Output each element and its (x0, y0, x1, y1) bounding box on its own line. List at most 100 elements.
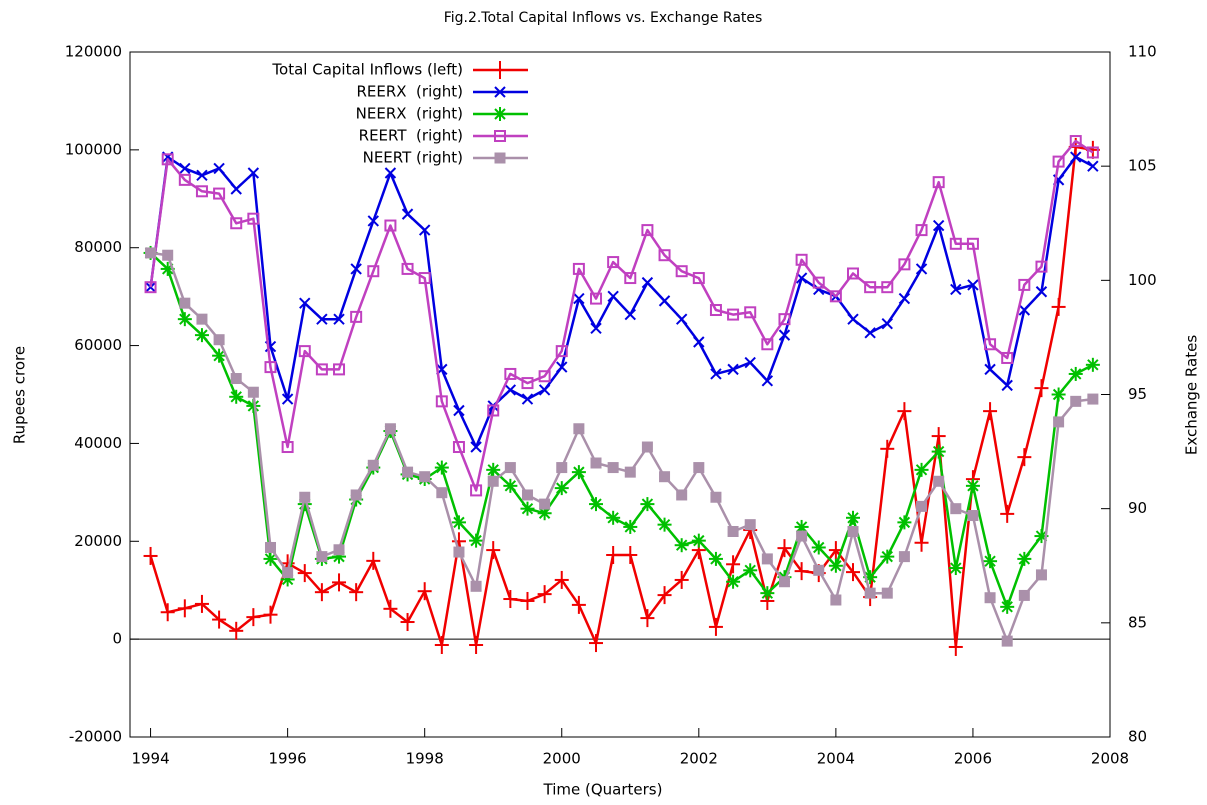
marker-stroke (675, 539, 688, 551)
marker-stroke (1001, 379, 1013, 392)
point-marker (145, 247, 157, 259)
marker-shape (555, 345, 568, 358)
point-marker (606, 510, 621, 525)
marker-shape (402, 466, 414, 478)
point-marker (401, 262, 414, 275)
point-marker (1000, 504, 1015, 523)
marker-shape (1070, 395, 1082, 407)
point-marker (452, 441, 465, 454)
point-marker (640, 609, 655, 628)
point-marker (554, 481, 569, 496)
point-marker (453, 404, 465, 417)
point-marker (349, 583, 364, 602)
point-marker (194, 594, 209, 613)
point-marker (881, 281, 894, 294)
y2-axis-label: Exchange Rates (1183, 335, 1201, 455)
marker-shape (676, 489, 688, 501)
y2-tick-label: 80 (1128, 728, 1147, 746)
marker-shape (145, 247, 157, 259)
marker-stroke (384, 167, 397, 179)
point-marker (950, 503, 962, 515)
point-marker (537, 506, 552, 521)
marker-stroke (710, 553, 722, 565)
marker-shape (401, 262, 414, 275)
point-marker (298, 345, 311, 358)
point-marker (177, 312, 192, 327)
point-marker (213, 162, 225, 175)
point-marker (493, 61, 507, 79)
legend-label: Total Capital Inflows (left) (271, 61, 463, 79)
point-marker (743, 563, 758, 578)
marker-shape (830, 594, 842, 606)
y2-tick-label: 90 (1128, 499, 1147, 517)
point-marker (966, 237, 979, 250)
marker-stroke (264, 340, 277, 353)
marker-shape (1035, 569, 1047, 581)
marker-shape (161, 153, 174, 166)
point-marker (1017, 448, 1032, 467)
marker-shape (264, 361, 277, 374)
point-marker (555, 345, 568, 358)
marker-shape (470, 580, 482, 592)
marker-stroke (658, 518, 671, 531)
legend-label: NEERX (right) (356, 105, 463, 123)
marker-stroke (761, 587, 774, 599)
point-marker (676, 489, 688, 501)
x-tick-label: 1996 (269, 750, 307, 768)
point-marker (470, 580, 482, 592)
marker-stroke (556, 361, 568, 373)
marker-shape (813, 564, 825, 576)
point-marker (539, 498, 551, 510)
marker-stroke (864, 327, 876, 339)
marker-stroke (795, 272, 808, 284)
marker-stroke (299, 297, 311, 309)
marker-stroke (470, 534, 482, 547)
point-marker (778, 313, 791, 326)
marker-shape (864, 587, 876, 599)
point-marker (1051, 297, 1066, 316)
marker-shape (298, 345, 311, 358)
marker-stroke (494, 108, 506, 120)
point-marker (933, 475, 945, 487)
point-marker (143, 546, 158, 565)
point-marker (418, 272, 431, 285)
marker-stroke (641, 276, 654, 289)
point-marker (846, 563, 861, 582)
marker-stroke (744, 356, 756, 369)
marker-stroke (675, 313, 688, 325)
point-marker (194, 328, 209, 343)
point-marker (486, 462, 501, 477)
point-marker (247, 212, 260, 225)
marker-stroke (453, 404, 465, 417)
y-tick-label: 40000 (74, 434, 122, 452)
marker-stroke (984, 555, 996, 567)
marker-shape (761, 338, 774, 351)
point-marker (914, 533, 929, 552)
point-marker (726, 574, 741, 589)
marker-shape (315, 363, 328, 376)
point-marker (400, 613, 415, 632)
point-marker (811, 540, 826, 555)
marker-shape (367, 265, 380, 278)
point-marker (641, 224, 654, 237)
marker-shape (230, 373, 242, 385)
point-marker (641, 441, 653, 453)
point-marker (1070, 395, 1082, 407)
point-marker (453, 546, 465, 558)
point-marker (931, 444, 946, 459)
point-marker (606, 545, 621, 564)
point-marker (494, 86, 506, 98)
point-marker (624, 466, 636, 478)
point-marker (1052, 155, 1065, 168)
marker-shape (418, 272, 431, 285)
point-marker (931, 427, 946, 446)
x-tick-label: 2006 (954, 750, 992, 768)
marker-stroke (590, 498, 602, 510)
point-marker (777, 539, 792, 558)
marker-shape (607, 256, 620, 269)
point-marker (470, 484, 483, 497)
marker-stroke (950, 283, 962, 296)
marker-stroke (984, 363, 996, 376)
legend-label: NEERT (right) (363, 149, 463, 167)
marker-stroke (641, 498, 654, 510)
